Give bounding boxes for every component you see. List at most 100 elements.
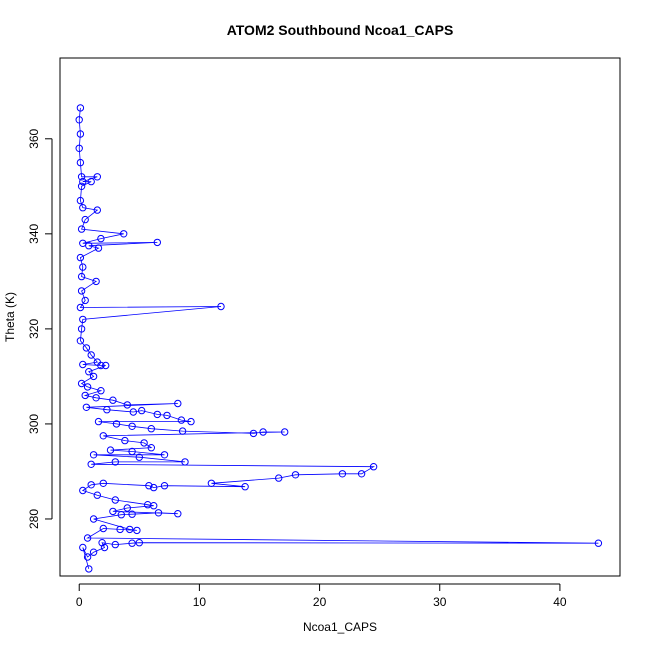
data-point: [121, 436, 129, 445]
data-point: [135, 539, 144, 547]
data-point: [338, 470, 347, 478]
data-point: [93, 206, 102, 214]
data-point: [150, 483, 158, 492]
data-point: [178, 427, 187, 435]
data-point: [111, 496, 120, 504]
data-point: [112, 420, 121, 428]
data-point: [76, 158, 85, 167]
data-point: [87, 481, 95, 489]
data-point: [93, 491, 102, 499]
y-tick-label: 360: [27, 128, 41, 148]
data-point: [81, 296, 89, 305]
data-point: [76, 303, 85, 312]
data-point: [82, 344, 91, 352]
x-tick-label: 0: [76, 595, 83, 609]
data-point: [79, 543, 87, 552]
data-point: [126, 525, 134, 534]
data-point: [116, 525, 124, 534]
data-point: [79, 315, 87, 324]
x-tick-label: 40: [553, 595, 567, 609]
data-point: [259, 428, 267, 436]
data-point: [160, 482, 169, 490]
data-point: [153, 238, 162, 247]
data-point: [75, 116, 83, 124]
data-point: [99, 432, 108, 440]
data-point: [97, 387, 105, 395]
x-tick-label: 20: [313, 595, 327, 609]
data-point: [83, 553, 92, 561]
data-point: [207, 479, 216, 487]
data-point: [92, 394, 100, 402]
data-point: [76, 130, 85, 138]
data-point: [106, 446, 115, 454]
data-point: [89, 372, 98, 381]
data-point: [128, 539, 136, 547]
data-point: [135, 453, 144, 461]
data-point: [79, 360, 87, 369]
data-point: [249, 429, 258, 438]
data-point: [81, 391, 89, 400]
y-axis-label: Theta (K): [3, 292, 17, 342]
data-point: [594, 539, 603, 547]
data-point: [83, 534, 92, 542]
data-point: [77, 287, 86, 295]
y-tick-label: 280: [27, 509, 41, 529]
data-point: [138, 406, 146, 415]
data-point: [174, 399, 182, 408]
data-point: [145, 482, 153, 490]
data-point: [177, 416, 186, 424]
data-point: [103, 406, 111, 414]
data-point: [128, 422, 136, 430]
x-axis: 0 10 20 30 40: [76, 583, 567, 609]
data-point: [79, 204, 87, 212]
data-point: [85, 368, 93, 376]
data-point: [92, 277, 100, 286]
data-point: [89, 451, 98, 459]
data-point: [163, 411, 171, 420]
data-point: [281, 428, 289, 436]
data-point: [147, 444, 156, 452]
data-point: [147, 425, 156, 433]
data-point: [99, 524, 108, 533]
data-point: [83, 383, 92, 391]
data-point: [154, 509, 163, 517]
data-point: [77, 272, 86, 281]
data-point: [153, 410, 162, 419]
data-point: [275, 474, 283, 482]
data-point: [93, 173, 102, 181]
data-point: [357, 470, 366, 478]
data-point: [79, 177, 87, 186]
data-point: [79, 263, 87, 271]
data-point: [89, 548, 98, 556]
data-point: [75, 144, 83, 153]
data-point: [123, 504, 132, 512]
data-point: [187, 417, 195, 426]
data-point: [82, 403, 91, 411]
data-point: [87, 460, 95, 468]
data-point: [77, 182, 86, 191]
data-point: [97, 361, 105, 370]
data-point: [150, 502, 158, 510]
data-point: [111, 458, 120, 466]
series-line: [78, 107, 599, 570]
data-point: [217, 302, 225, 311]
data-point: [160, 451, 169, 459]
data-point: [128, 447, 136, 456]
y-axis: 280 300 320 340 360: [27, 128, 53, 529]
data-point: [79, 486, 87, 495]
data-point: [76, 253, 85, 262]
data-point: [102, 361, 110, 370]
plot-frame: [59, 57, 621, 577]
data-point: [109, 396, 117, 404]
data-point: [129, 408, 138, 416]
y-tick-label: 340: [27, 224, 41, 244]
data-point: [291, 471, 300, 479]
data-point: [77, 379, 86, 388]
data-point: [181, 458, 189, 466]
data-point: [174, 510, 182, 518]
data-point: [76, 337, 85, 345]
data-point: [77, 325, 86, 333]
data-point: [94, 417, 103, 426]
data-point: [97, 234, 105, 243]
